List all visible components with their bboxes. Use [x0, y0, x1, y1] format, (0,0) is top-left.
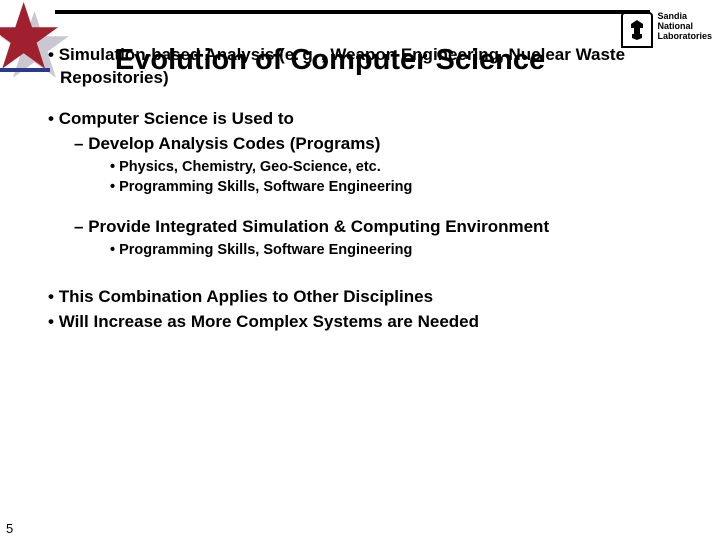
- bullet-2-dash-1: Develop Analysis Codes (Programs): [40, 133, 690, 156]
- bullet-2: Computer Science is Used to: [40, 108, 690, 131]
- bullet-4: Will Increase as More Complex Systems ar…: [40, 311, 690, 334]
- bullet-3: This Combination Applies to Other Discip…: [40, 286, 690, 309]
- slide-title: Evolution of Computer Science: [0, 10, 720, 77]
- bullet-2-dash-1-sub-2: Programming Skills, Software Engineering: [40, 178, 690, 198]
- bullet-2-dash-2-sub-1: Programming Skills, Software Engineering: [40, 241, 690, 261]
- bullet-2-dash-2: Provide Integrated Simulation & Computin…: [40, 216, 690, 239]
- bullet-2-dash-1-sub-1: Physics, Chemistry, Geo-Science, etc.: [40, 158, 690, 178]
- page-number: 5: [6, 521, 13, 536]
